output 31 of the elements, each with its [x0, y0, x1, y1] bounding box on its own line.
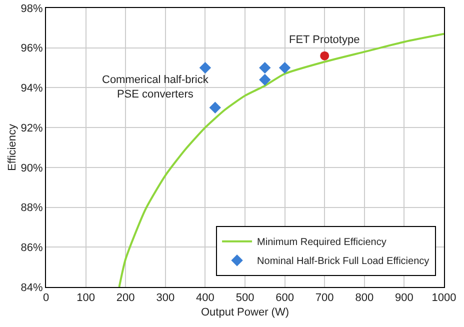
- point: [209, 102, 221, 114]
- x-tick-label: 700: [315, 292, 334, 304]
- legend-label: Nominal Half-Brick Full Load Efficiency: [257, 256, 430, 268]
- y-tick-label: 96%: [20, 42, 44, 55]
- x-tick-label: 800: [355, 292, 374, 304]
- x-axis-title: Output Power (W): [200, 306, 290, 318]
- x-tick-label: 1000: [432, 292, 456, 304]
- annotation: Commerical half-brick PSE converters: [102, 74, 209, 100]
- y-tick-label: 98%: [20, 2, 44, 15]
- y-tick-label: 86%: [20, 242, 44, 254]
- y-tick-label: 92%: [20, 122, 44, 134]
- y-tick-label: 90%: [20, 162, 44, 174]
- x-tick-label: 200: [116, 292, 135, 304]
- point: [278, 62, 291, 74]
- point: [199, 62, 212, 74]
- point: [320, 51, 330, 60]
- annotation: FET Prototype: [289, 34, 360, 46]
- x-tick-label: 500: [236, 292, 254, 304]
- x-tick-label: 600: [276, 292, 294, 304]
- x-tick-label: 900: [395, 292, 414, 304]
- point: [259, 74, 271, 86]
- x-tick-label: 100: [76, 292, 95, 304]
- legend-label: Minimum Required Efficiency: [257, 237, 386, 248]
- x-tick-label: 0: [42, 292, 50, 304]
- y-tick-label: 94%: [20, 82, 44, 95]
- y-tick-label: 84%: [20, 282, 44, 294]
- point: [259, 62, 271, 74]
- x-tick-label: 400: [196, 292, 214, 304]
- y-tick-label: 88%: [20, 202, 44, 214]
- y-axis-title: Efficiency: [6, 124, 18, 171]
- x-tick-label: 300: [156, 292, 175, 304]
